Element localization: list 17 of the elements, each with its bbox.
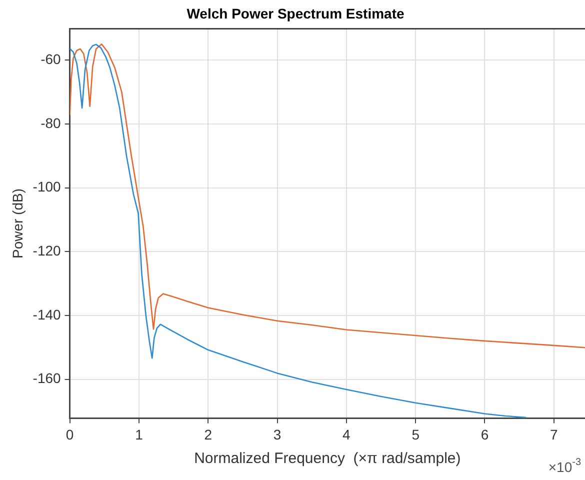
y-axis-title: Power (dB) [9, 188, 26, 259]
x-tick-label: 4 [342, 426, 351, 442]
y-tick-label: -100 [32, 178, 62, 195]
y-tick-label: -80 [40, 114, 62, 131]
y-tick-label: -140 [32, 306, 62, 322]
x-tick-label: 3 [273, 426, 282, 442]
x-tick-label: 1 [135, 426, 144, 442]
x-tick-label: 5 [412, 426, 420, 442]
x-axis-title: Normalized Frequency (×π rad/sample) [194, 450, 461, 468]
y-tick-label: -60 [40, 50, 62, 67]
x-tick-label: 2 [204, 426, 212, 442]
y-tick-label: -160 [32, 370, 62, 386]
x-tick-label: 0 [66, 426, 74, 442]
x-tick-label: 7 [550, 426, 558, 442]
y-tick-label: -120 [32, 242, 62, 258]
x-tick-label: 6 [480, 426, 489, 442]
chart-title: Welch Power Spectrum Estimate [186, 5, 405, 22]
